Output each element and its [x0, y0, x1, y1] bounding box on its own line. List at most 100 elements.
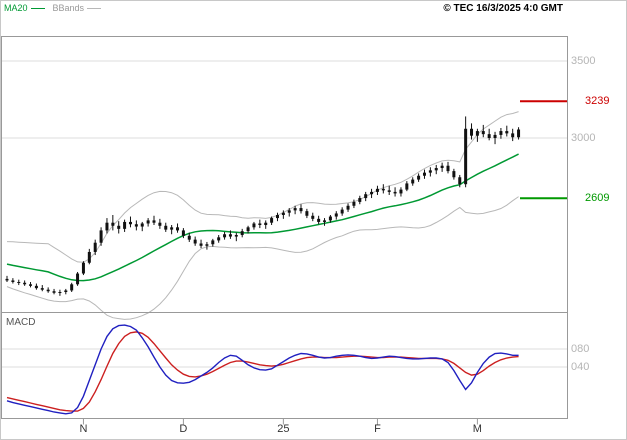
bollinger-lower-band: [6, 196, 519, 320]
bollinger-upper-band: [6, 111, 519, 263]
candle-body: [170, 227, 174, 230]
candle-body: [487, 134, 491, 138]
candle-body: [176, 227, 180, 231]
candle-body: [317, 218, 321, 222]
candle-body: [29, 284, 33, 286]
candle-body: [52, 291, 56, 293]
bbands-legend-label: BBands: [52, 3, 85, 13]
candle-body: [64, 290, 68, 292]
candle-body: [299, 208, 303, 212]
candle-body: [81, 262, 85, 274]
candle-body: [417, 175, 421, 180]
candle-body: [270, 218, 274, 223]
candle-body: [240, 231, 244, 236]
macd-signal-line: [6, 331, 519, 412]
candle-body: [246, 227, 250, 232]
candle-body: [346, 205, 350, 210]
candle-body: [505, 131, 509, 134]
candle-body: [146, 220, 150, 224]
candle-body: [17, 281, 21, 283]
candle-body: [99, 230, 103, 243]
macd-line: [6, 324, 519, 415]
candle-body: [328, 216, 332, 221]
candle-body: [370, 191, 374, 195]
copyright-text: © TEC 16/3/2025 4:0 GMT: [443, 3, 563, 14]
candle-body: [511, 133, 515, 138]
candle-body: [311, 215, 315, 219]
candle-body: [123, 221, 127, 229]
candle-body: [393, 191, 397, 194]
candle-body: [205, 244, 209, 246]
candle-body: [293, 208, 297, 211]
candle-body: [264, 222, 268, 226]
candle-body: [464, 128, 468, 185]
candle-body: [446, 165, 450, 172]
candle-body: [211, 240, 215, 245]
candle-body: [58, 292, 62, 293]
candle-body: [76, 273, 80, 285]
candle-body: [375, 188, 379, 192]
candle-body: [323, 220, 327, 222]
candle-body: [475, 131, 479, 136]
candle-body: [228, 234, 232, 237]
candle-body: [452, 171, 456, 178]
candle-body: [422, 172, 426, 176]
candle-body: [440, 165, 444, 169]
candle-body: [381, 188, 385, 191]
candle-body: [70, 284, 74, 291]
candle-body: [128, 221, 132, 225]
candle-body: [234, 235, 238, 237]
candle-body: [134, 224, 138, 227]
candle-body: [493, 134, 497, 138]
candle-body: [281, 212, 285, 215]
candle-body: [164, 225, 168, 230]
candle-body: [334, 213, 338, 217]
chart-legend: MA20 BBands: [4, 3, 102, 13]
candle-body: [287, 210, 291, 213]
ma20-line-swatch: [30, 7, 45, 9]
candle-body: [140, 223, 144, 227]
candle-body: [405, 183, 409, 190]
candle-body: [46, 289, 50, 292]
ma20-line: [6, 153, 519, 282]
candle-body: [364, 194, 368, 199]
candle-body: [358, 198, 362, 202]
candle-body: [481, 131, 485, 135]
candle-body: [352, 201, 356, 206]
candle-body: [187, 235, 191, 240]
candle-body: [181, 230, 185, 236]
candle-body: [117, 225, 121, 229]
candle-body: [87, 251, 91, 263]
candle-body: [40, 288, 44, 290]
candle-body: [199, 243, 203, 246]
candle-body: [11, 280, 15, 282]
candle-body: [223, 234, 227, 238]
bbands-line-swatch: [87, 7, 102, 9]
candle-body: [152, 220, 156, 223]
candle-body: [105, 222, 109, 231]
candle-body: [517, 129, 521, 138]
candle-body: [340, 209, 344, 214]
candle-body: [158, 222, 162, 226]
candle-body: [458, 177, 462, 185]
macd-panel-label: MACD: [6, 317, 36, 328]
candle-body: [305, 211, 309, 216]
candle-body: [470, 128, 474, 136]
candle-body: [111, 222, 115, 226]
candle-body: [275, 215, 279, 219]
candle-body: [411, 179, 415, 184]
ma20-legend-item: MA20: [4, 3, 45, 13]
bbands-legend-item: BBands: [53, 3, 102, 13]
candle-body: [217, 237, 221, 241]
candle-body: [23, 282, 27, 285]
ma20-legend-label: MA20: [4, 3, 28, 13]
candle-body: [5, 278, 9, 281]
candle-body: [434, 168, 438, 171]
candle-body: [193, 239, 197, 244]
candle-body: [258, 223, 262, 226]
candle-body: [428, 170, 432, 173]
candle-body: [93, 242, 97, 252]
candle-body: [34, 285, 38, 289]
